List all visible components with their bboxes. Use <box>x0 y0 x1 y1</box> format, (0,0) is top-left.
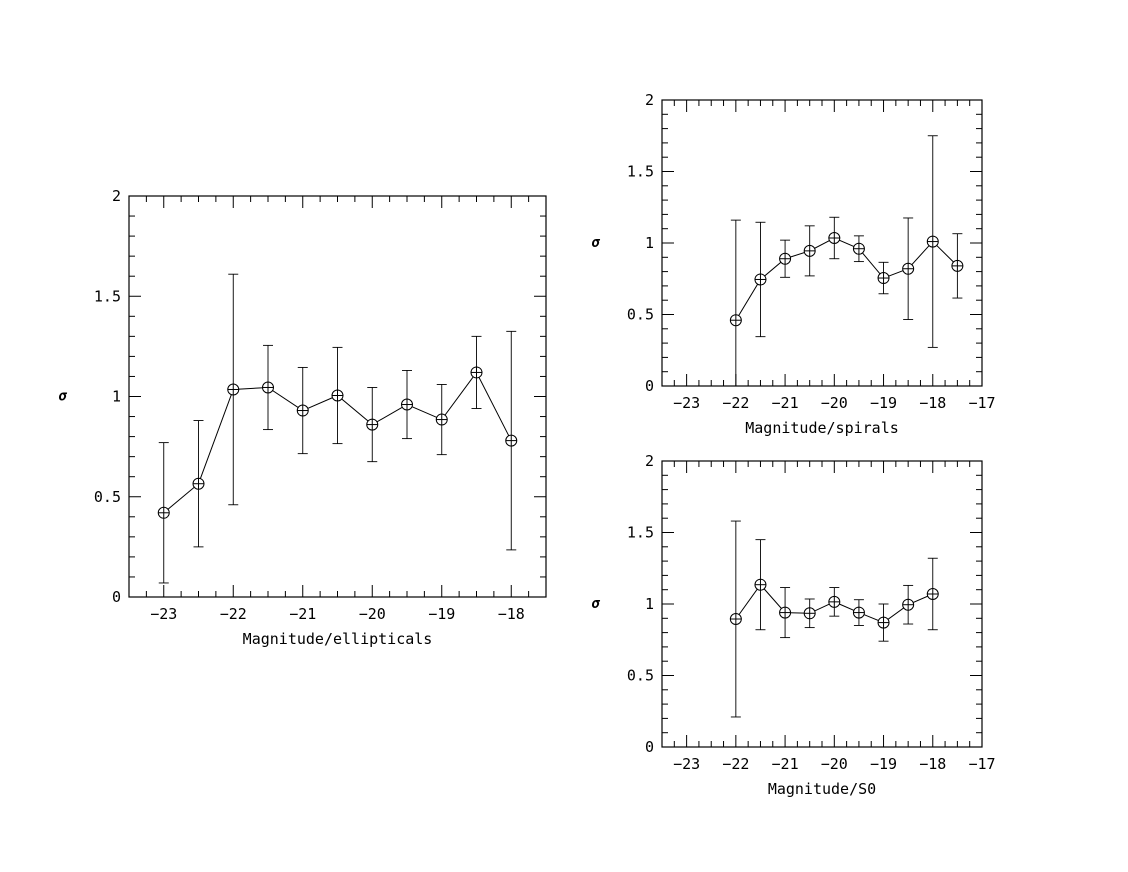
data-point <box>828 231 841 244</box>
y-tick-label: 2 <box>645 452 654 470</box>
data-point <box>926 587 939 600</box>
y-tick-label: 0 <box>112 588 121 606</box>
data-point <box>877 616 890 629</box>
y-tick-label: 1 <box>645 595 654 613</box>
data-point <box>852 242 865 255</box>
x-tick-label: −20 <box>821 394 848 412</box>
panel-ellipticals: −23 −22 −21 −20 −19 −18 0 0.5 1 1.5 2 Magnitude/ell… <box>58 187 547 648</box>
x-tick-label: −21 <box>772 755 799 773</box>
y-tick-label: 0.5 <box>627 306 654 324</box>
x-tick-label: −21 <box>289 605 316 623</box>
data-point <box>331 389 344 402</box>
data-point <box>401 398 413 411</box>
x-tick-label: −20 <box>359 605 386 623</box>
data-point <box>754 273 767 286</box>
x-tick-label: −17 <box>968 394 995 412</box>
data-point <box>779 252 792 265</box>
x-tick-label: −22 <box>722 755 749 773</box>
y-tick-label: 0.5 <box>627 667 654 685</box>
x-tick-label: −19 <box>870 394 897 412</box>
x-tick-label: −22 <box>722 394 749 412</box>
y-tick-label: 2 <box>645 91 654 109</box>
series-line <box>735 237 958 321</box>
y-tick-label: 0 <box>645 377 654 395</box>
x-tick-label: −23 <box>673 755 700 773</box>
x-tick-label: −18 <box>919 755 946 773</box>
data-point <box>505 434 518 447</box>
y-tick-label: 0.5 <box>94 488 121 506</box>
data-point <box>779 606 792 619</box>
x-tick-label: −19 <box>428 605 455 623</box>
data-point <box>192 477 205 490</box>
x-tick-label: −23 <box>673 394 700 412</box>
x-axis-label: Magnitude/ellipticals <box>243 630 433 648</box>
x-tick-label: −18 <box>919 394 946 412</box>
data-point <box>951 259 964 272</box>
error-bar <box>730 219 741 386</box>
y-axis-label: σ <box>591 596 601 612</box>
x-tick-label: −19 <box>870 755 897 773</box>
x-axis-label: Magnitude/spirals <box>745 419 899 437</box>
x-tick-label: −21 <box>772 394 799 412</box>
y-axis-label: σ <box>591 235 601 251</box>
x-axis-label: Magnitude/S0 <box>768 780 876 798</box>
data-point <box>262 381 274 394</box>
data-point <box>902 598 915 611</box>
data-point <box>470 366 483 379</box>
x-tick-label: −20 <box>821 755 848 773</box>
panel-s0: −23 −22 −21 −20 −19 −18 −17 0 0.5 1 1.5 2 Magnitude/… <box>591 452 996 798</box>
data-point <box>828 595 841 608</box>
data-point <box>754 578 767 591</box>
y-tick-label: 0 <box>645 738 654 756</box>
data-point <box>803 607 816 620</box>
data-point <box>157 506 170 519</box>
plot-frame <box>661 460 983 748</box>
data-point <box>729 314 742 327</box>
x-tick-label: −23 <box>150 605 177 623</box>
data-point <box>902 262 915 275</box>
data-point <box>227 383 240 396</box>
y-axis-label: σ <box>58 389 68 405</box>
data-point <box>296 404 309 417</box>
data-point <box>366 418 379 431</box>
data-point <box>729 613 742 626</box>
data-point <box>926 235 939 248</box>
y-tick-label: 1.5 <box>627 524 654 542</box>
data-point <box>852 606 865 619</box>
y-tick-label: 1 <box>112 388 121 406</box>
y-tick-label: 2 <box>112 187 121 205</box>
x-tick-label: −22 <box>220 605 247 623</box>
y-tick-label: 1 <box>645 234 654 252</box>
y-tick-label: 1.5 <box>94 287 121 305</box>
panel-spirals: −23 −22 −21 −20 −19 −18 −17 0 0.5 1 1.5 2 Magnitude/… <box>591 91 996 437</box>
x-tick-label: −18 <box>498 605 525 623</box>
x-tick-label: −17 <box>968 755 995 773</box>
data-point <box>435 413 448 426</box>
data-point <box>803 244 816 257</box>
data-point <box>877 272 890 285</box>
y-tick-label: 1.5 <box>627 163 654 181</box>
